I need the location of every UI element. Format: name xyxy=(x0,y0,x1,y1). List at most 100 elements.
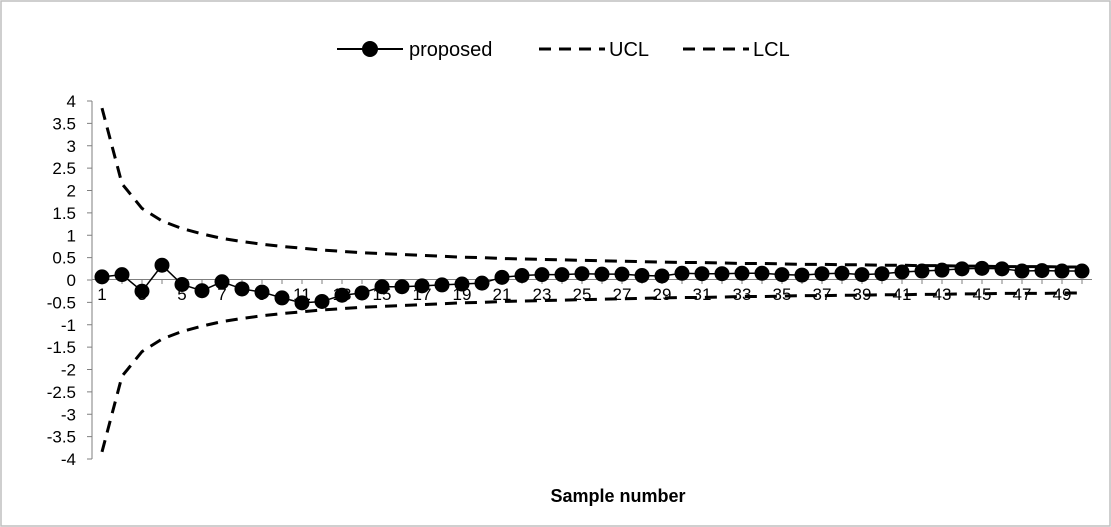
proposed-point xyxy=(894,264,910,280)
proposed-point xyxy=(594,266,610,282)
proposed-point xyxy=(334,287,350,303)
legend-item-proposed: proposed xyxy=(337,39,492,61)
proposed-point xyxy=(734,265,750,281)
proposed-point xyxy=(774,267,790,283)
legend-item-lcl: LCL xyxy=(683,39,790,61)
y-tick-label: -4 xyxy=(61,450,76,469)
legend-ucl-label: UCL xyxy=(609,39,649,61)
proposed-point xyxy=(254,284,270,300)
x-tick-label: 45 xyxy=(973,285,992,304)
x-axis-ticks: 1357911131517192123252729313335373941434… xyxy=(97,280,1083,304)
x-tick-label: 41 xyxy=(893,285,912,304)
proposed-series xyxy=(94,257,1090,311)
proposed-point xyxy=(274,290,290,306)
y-tick-label: 0.5 xyxy=(52,249,76,268)
proposed-point xyxy=(994,261,1010,277)
lcl-line xyxy=(100,291,1082,453)
x-tick-label: 39 xyxy=(853,285,872,304)
proposed-point xyxy=(194,283,210,299)
proposed-point xyxy=(534,267,550,283)
proposed-point xyxy=(714,266,730,282)
y-axis-ticks: 4 3.5 3 2.5 2 1.5 1 0.5 0 -0.5 -1 -1.5 -2 -2.5 -3 -3.5 -… xyxy=(47,92,92,469)
proposed-point xyxy=(554,267,570,283)
proposed-point xyxy=(654,268,670,284)
proposed-point xyxy=(754,265,770,281)
proposed-point xyxy=(174,276,190,292)
proposed-point xyxy=(154,257,170,273)
y-tick-label: -1.5 xyxy=(47,338,76,357)
x-tick-label: 43 xyxy=(933,285,952,304)
x-tick-label: 21 xyxy=(493,285,512,304)
proposed-point xyxy=(914,263,930,279)
proposed-point xyxy=(454,276,470,292)
proposed-point xyxy=(514,268,530,284)
proposed-point xyxy=(374,279,390,295)
y-tick-label: 4 xyxy=(67,92,76,111)
y-tick-label: -2.5 xyxy=(47,383,76,402)
proposed-point xyxy=(954,261,970,277)
y-tick-label: -3 xyxy=(61,405,76,424)
proposed-point xyxy=(874,266,890,282)
proposed-point xyxy=(294,295,310,311)
y-tick-label: -3.5 xyxy=(47,428,76,447)
x-tick-label: 29 xyxy=(653,285,672,304)
legend-proposed-label: proposed xyxy=(409,39,492,61)
x-tick-label: 49 xyxy=(1053,285,1072,304)
proposed-point xyxy=(234,281,250,297)
y-tick-label: 3 xyxy=(67,137,76,156)
proposed-point xyxy=(614,266,630,282)
proposed-point xyxy=(314,293,330,309)
lcl-series xyxy=(100,291,1082,453)
proposed-point xyxy=(114,267,130,283)
ucl-series xyxy=(100,107,1082,269)
proposed-point xyxy=(214,274,230,290)
proposed-point xyxy=(434,277,450,293)
proposed-point xyxy=(854,267,870,283)
y-tick-label: -1 xyxy=(61,316,76,335)
proposed-point xyxy=(794,267,810,283)
x-tick-label: 47 xyxy=(1013,285,1032,304)
proposed-point xyxy=(1014,263,1030,279)
y-tick-label: -0.5 xyxy=(47,293,76,312)
proposed-point xyxy=(94,269,110,285)
y-tick-label: 1.5 xyxy=(52,204,76,223)
x-tick-label: 7 xyxy=(217,285,226,304)
y-tick-label: 2 xyxy=(67,182,76,201)
x-tick-label: 31 xyxy=(693,285,712,304)
x-tick-label: 35 xyxy=(773,285,792,304)
proposed-point xyxy=(814,266,830,282)
x-tick-label: 37 xyxy=(813,285,832,304)
proposed-point xyxy=(974,260,990,276)
y-tick-label: 3.5 xyxy=(52,114,76,133)
proposed-point xyxy=(1034,263,1050,279)
legend-item-ucl: UCL xyxy=(539,39,649,61)
y-tick-label: 1 xyxy=(67,226,76,245)
legend-lcl-label: LCL xyxy=(753,39,790,61)
x-axis-title: Sample number xyxy=(550,486,685,506)
x-tick-label: 27 xyxy=(613,285,632,304)
proposed-point xyxy=(494,269,510,285)
x-tick-label: 5 xyxy=(177,285,186,304)
proposed-point xyxy=(354,285,370,301)
y-tick-label: 2.5 xyxy=(52,159,76,178)
y-tick-label: -2 xyxy=(61,361,76,380)
proposed-point xyxy=(694,266,710,282)
x-tick-label: 33 xyxy=(733,285,752,304)
proposed-point xyxy=(1074,263,1090,279)
proposed-point xyxy=(934,262,950,278)
ucl-line xyxy=(100,107,1082,269)
proposed-point xyxy=(674,265,690,281)
proposed-point xyxy=(414,278,430,294)
x-tick-label: 1 xyxy=(97,285,106,304)
y-tick-label: 0 xyxy=(67,271,76,290)
proposed-point xyxy=(474,275,490,291)
proposed-point xyxy=(134,283,150,299)
legend: proposed UCL LCL xyxy=(337,39,790,61)
legend-proposed-marker xyxy=(362,41,378,57)
proposed-point xyxy=(1054,263,1070,279)
proposed-point xyxy=(574,266,590,282)
proposed-point xyxy=(634,268,650,284)
